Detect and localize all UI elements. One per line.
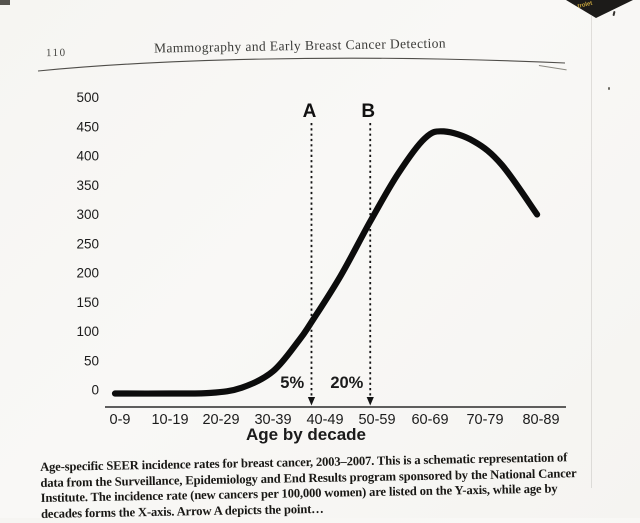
y-tick-label: 450: [76, 119, 99, 134]
chart: 0 50 100 150 200 250 300 350 400 450 500 0-9 10-19 20…: [76, 90, 566, 444]
x-tick-label: 70-79: [466, 412, 503, 428]
x-tick-label: 20-29: [202, 412, 239, 428]
percent-label: 5%: [280, 374, 304, 392]
page-number: 110: [45, 46, 67, 60]
incidence-curve: [111, 128, 541, 397]
arrow-label-A: A: [303, 101, 317, 122]
x-tick-label: 40-49: [306, 412, 343, 428]
y-tick-label: 50: [84, 353, 99, 368]
corner-sticker-artifact: [566, 0, 633, 18]
x-tick-label: 50-59: [358, 412, 395, 428]
figure-caption: Age-specific SEER incidence rates for br…: [40, 449, 631, 523]
scan-speck-right-2: [608, 87, 610, 90]
x-tick-label: 0-9: [110, 412, 131, 428]
scan-speck-top-left: [0, 0, 10, 5]
y-tick-label: 0: [91, 383, 99, 398]
y-tick-label: 100: [76, 324, 99, 339]
percent-label: 20%: [330, 374, 363, 392]
y-tick-label: 200: [76, 266, 99, 281]
y-tick-label: 250: [76, 236, 99, 251]
page-edge-shadow: [591, 16, 592, 488]
x-tick-label: 60-69: [411, 412, 448, 428]
x-tick-label: 80-89: [522, 412, 559, 428]
arrow-label-B: B: [361, 101, 375, 122]
corner-sticker-text: trolet: [577, 1, 593, 10]
y-tick-label: 350: [76, 178, 99, 193]
x-axis-title: Age by decade: [246, 425, 366, 444]
header-rule: [37, 57, 566, 72]
arrow-head-B: [366, 397, 374, 406]
y-tick-label: 150: [76, 295, 99, 310]
y-tick-label: 400: [76, 149, 99, 164]
y-tick-label: 500: [76, 90, 99, 105]
arrow-head-A: [307, 397, 316, 406]
x-tick-label: 10-19: [151, 412, 188, 428]
x-tick-label: 30-39: [254, 412, 291, 428]
y-tick-label: 300: [76, 207, 99, 222]
